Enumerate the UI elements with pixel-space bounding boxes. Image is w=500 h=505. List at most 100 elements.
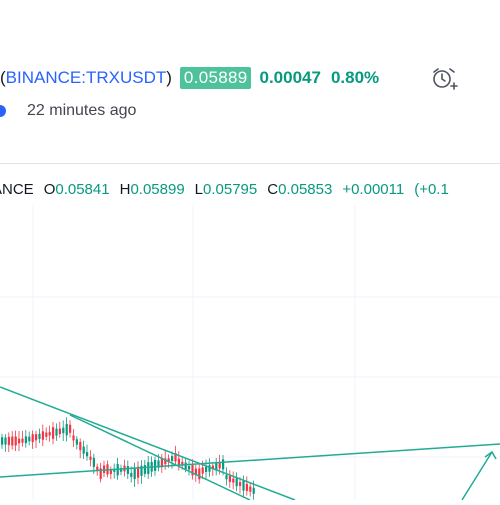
candle-body xyxy=(177,458,180,465)
candle-body xyxy=(208,465,211,472)
candle-body xyxy=(249,486,252,492)
candle-body xyxy=(35,434,38,441)
candle-body xyxy=(242,480,245,491)
candle-body xyxy=(120,468,123,472)
low-value: 0.05795 xyxy=(203,180,258,198)
candle-body xyxy=(188,466,191,470)
candle-body xyxy=(205,466,208,473)
candle-body xyxy=(82,446,85,454)
chart-canvas[interactable] xyxy=(0,205,500,501)
high-label: H xyxy=(119,180,131,198)
candle-body xyxy=(92,457,95,467)
open-label: O xyxy=(43,180,56,198)
candle-body xyxy=(239,482,242,486)
candle-body xyxy=(28,436,31,442)
candle-body xyxy=(48,432,51,436)
exchange-label: ANCE xyxy=(0,180,34,198)
symbol-line: ( BINANCE:TRXUSDT ) 0.05889 0.00047 0.80… xyxy=(0,66,379,90)
candle-body xyxy=(79,441,82,451)
open-value: 0.05841 xyxy=(55,180,110,198)
candle-body xyxy=(62,427,65,434)
symbol-link[interactable]: BINANCE:TRXUSDT xyxy=(5,68,167,87)
candle-body xyxy=(228,475,231,482)
candle-body xyxy=(157,460,160,468)
idea-header: ( BINANCE:TRXUSDT ) 0.05889 0.00047 0.80… xyxy=(0,0,500,160)
candle-body xyxy=(52,427,55,439)
candle-body xyxy=(140,465,143,476)
candle-body xyxy=(194,468,197,476)
published-time: 22 minutes ago xyxy=(27,102,137,119)
candle-body xyxy=(89,456,92,460)
candle-body xyxy=(215,462,218,471)
author-status-dot xyxy=(0,105,6,117)
descending-trendline-upper[interactable] xyxy=(0,386,296,501)
candle-body xyxy=(99,468,102,479)
candle-body xyxy=(137,466,140,478)
ohlc-legend: ANCE O0.05841 H0.05899 L0.05795 C0.05853… xyxy=(0,178,449,200)
price-change-percent: 0.80% xyxy=(330,68,380,87)
candle-body xyxy=(154,459,157,471)
candle-body xyxy=(103,465,106,473)
low-label: L xyxy=(194,180,204,198)
candle-body xyxy=(72,435,75,441)
candle-body xyxy=(126,466,129,474)
candle-body xyxy=(7,436,10,446)
candle-body xyxy=(181,461,184,466)
candle-body xyxy=(164,458,167,465)
close-label: C xyxy=(267,180,279,198)
candle-body xyxy=(171,456,174,462)
candle-body xyxy=(201,467,204,474)
candle-body xyxy=(31,434,34,443)
projection-arrow[interactable] xyxy=(461,450,497,501)
candle-body xyxy=(14,436,17,446)
candle-body xyxy=(65,423,68,436)
candle-body xyxy=(96,466,99,471)
candle-body xyxy=(130,472,133,477)
candle-body xyxy=(167,458,170,462)
candle-body xyxy=(252,487,255,494)
descending-trendline-lower[interactable] xyxy=(69,414,251,501)
candle-body xyxy=(184,462,187,470)
candle-body xyxy=(24,436,27,444)
candle-body xyxy=(1,437,4,445)
candle-body xyxy=(245,483,248,491)
trendlines[interactable] xyxy=(0,386,500,501)
add-alarm-icon[interactable] xyxy=(430,66,458,92)
candle-body xyxy=(232,478,235,483)
candle-body xyxy=(69,424,72,433)
candle-body xyxy=(174,453,177,462)
candle-body xyxy=(86,452,89,457)
candle-body xyxy=(11,436,14,446)
price-chart[interactable] xyxy=(0,205,500,501)
close-value: 0.05853 xyxy=(278,180,333,198)
candle-body xyxy=(147,462,150,474)
candle-body xyxy=(21,438,24,443)
price-change: 0.00047 xyxy=(259,68,321,87)
paren-open: ( xyxy=(0,68,6,87)
candle-body xyxy=(75,439,78,445)
candle-body xyxy=(109,470,112,474)
candle-body xyxy=(113,468,116,472)
last-price-badge: 0.05889 xyxy=(179,67,252,89)
candle-body xyxy=(45,432,48,437)
candle-body xyxy=(160,458,163,468)
high-value: 0.05899 xyxy=(130,180,185,198)
candlesticks xyxy=(1,417,255,500)
candle-body xyxy=(222,459,225,470)
candle-body xyxy=(55,428,58,436)
candle-body xyxy=(191,464,194,476)
candle-body xyxy=(235,478,238,487)
publish-time-line: 22 minutes ago xyxy=(0,100,136,122)
rising-trendline[interactable] xyxy=(0,443,500,478)
paren-close: ) xyxy=(166,68,172,87)
candle-body xyxy=(143,465,146,474)
candle-body xyxy=(18,438,21,444)
candle-body xyxy=(41,431,44,440)
candle-body xyxy=(58,428,61,434)
candle-body xyxy=(133,467,136,480)
candle-body xyxy=(4,437,7,445)
candle-body xyxy=(38,433,41,439)
header-divider xyxy=(0,163,500,164)
candle-body xyxy=(225,475,228,480)
grid-lines xyxy=(0,205,500,500)
